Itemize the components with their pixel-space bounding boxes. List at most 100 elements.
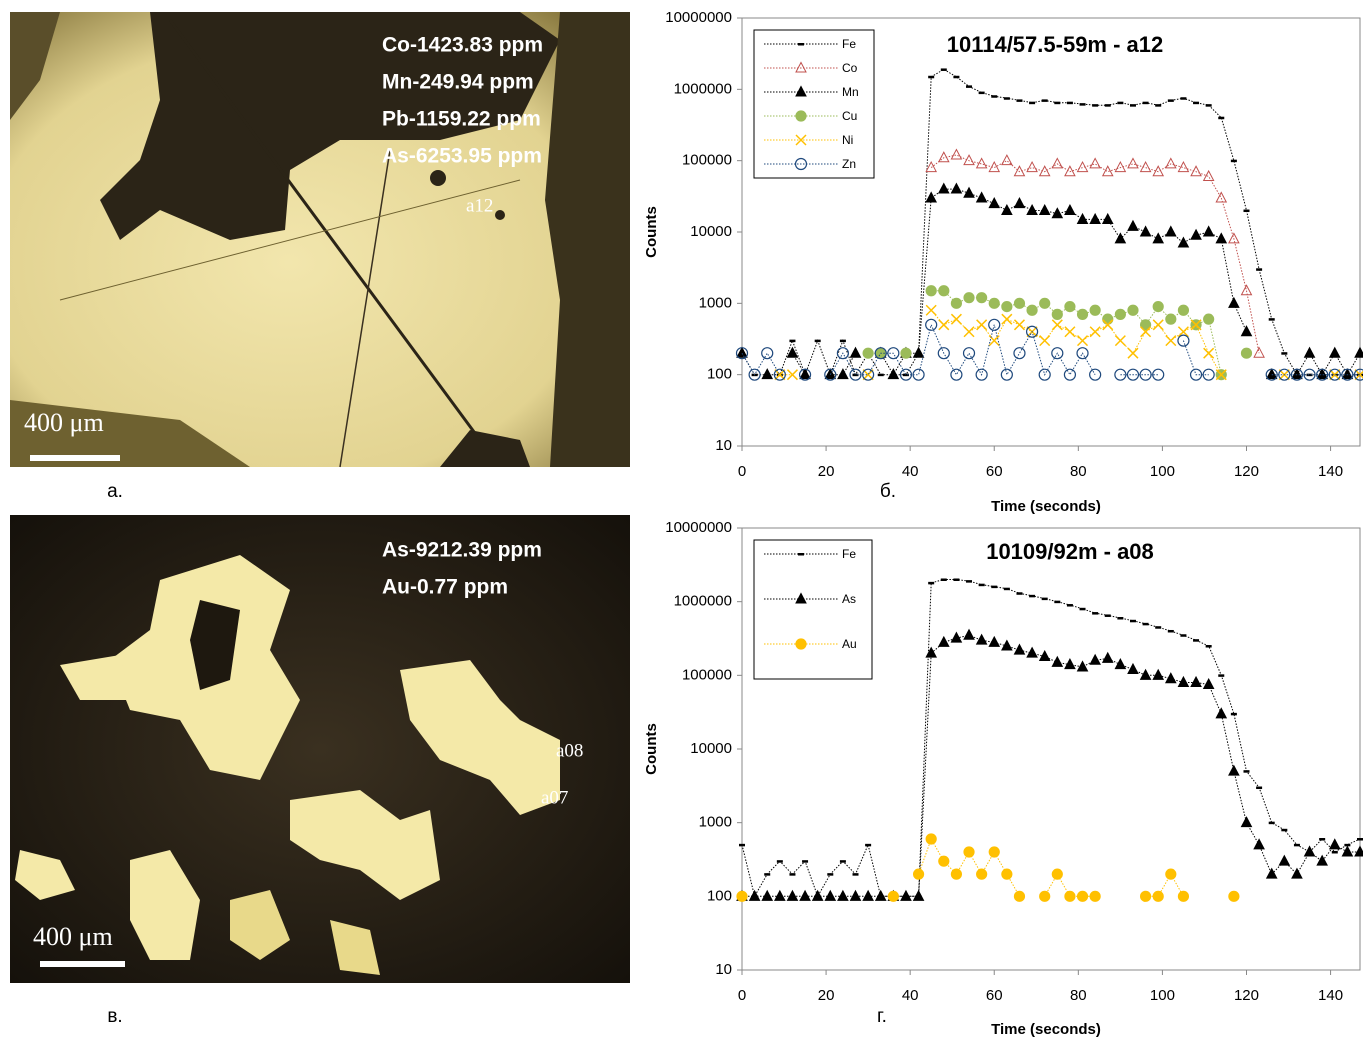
point [1040,205,1050,215]
point [1115,659,1125,669]
x-tick-label: 40 [902,463,919,480]
point [800,891,810,901]
point [939,184,949,194]
point [1080,103,1086,106]
point [1105,104,1111,107]
point [966,580,972,583]
point [977,869,987,879]
point [914,348,924,358]
point [1078,162,1088,172]
point [1092,104,1098,107]
point [1355,846,1363,856]
point [1042,99,1048,102]
point [951,298,961,308]
point [737,891,747,901]
point [964,155,974,165]
point [901,348,911,358]
x-axis-title: Time (seconds) [991,1021,1101,1038]
point [951,314,961,324]
point [1141,891,1151,901]
point [1029,595,1035,598]
y-tick-label: 100 [707,366,732,383]
point [1254,839,1264,849]
point [1216,233,1226,243]
point [1269,822,1275,825]
point [1141,162,1151,172]
point [1241,326,1251,336]
point [951,869,961,879]
annotation: Au-0.77 ppm [382,576,508,599]
point [1143,623,1149,626]
point [914,869,924,879]
point [1090,305,1100,315]
point [827,873,833,876]
point [1166,227,1176,237]
point [1090,327,1100,337]
legend-label: Fe [842,37,856,51]
point [1216,708,1226,718]
point [1178,162,1188,172]
point [1218,117,1224,120]
point [1090,655,1100,665]
point [1153,233,1163,243]
point [977,320,987,330]
point [1231,160,1237,163]
x-tick-label: 0 [738,463,746,480]
point [1092,612,1098,615]
y-tick-label: 1000 [699,814,732,831]
legend-marker [798,553,804,556]
point [1206,104,1212,107]
point [926,648,936,658]
x-tick-label: 120 [1234,987,1259,1004]
annotation: Co-1423.83 ppm [382,34,543,57]
figure: Co-1423.83 ppmMn-249.94 ppmPb-1159.22 pp… [0,0,1363,1041]
point [1052,657,1062,667]
y-tick-label: 1000000 [674,593,732,610]
point [989,198,999,208]
point [1178,305,1188,315]
legend-label: Co [842,61,858,75]
point [1103,214,1113,224]
point [1078,661,1088,671]
point [991,586,997,589]
point [1115,233,1125,243]
point [926,319,937,330]
point [939,856,949,866]
point [913,369,924,380]
series-line [868,291,1246,375]
legend-label: Mn [842,85,859,99]
panel-label: г. [877,1006,887,1027]
point [1229,298,1239,308]
point [953,76,959,79]
point [739,844,745,847]
point [1180,634,1186,637]
point [1166,673,1176,683]
point [1279,856,1289,866]
point [1103,653,1113,663]
point [762,348,773,359]
point [991,95,997,98]
point [878,374,884,377]
point [838,369,848,379]
point [762,369,772,379]
point [1117,617,1123,620]
point [1064,369,1075,380]
point [1155,104,1161,107]
point [964,847,974,857]
x-tick-label: 140 [1318,987,1343,1004]
point [964,348,975,359]
y-tick-label: 100 [707,887,732,904]
point [951,369,962,380]
point [1204,348,1214,358]
point [1178,238,1188,248]
point [1065,302,1075,312]
legend-label: Au [842,637,857,651]
point [750,891,760,901]
point [1204,171,1214,181]
point [1256,268,1262,271]
y-tick-label: 10000000 [665,9,732,26]
point [1002,302,1012,312]
point [901,891,911,901]
point [1153,320,1163,330]
legend-marker [796,111,806,121]
